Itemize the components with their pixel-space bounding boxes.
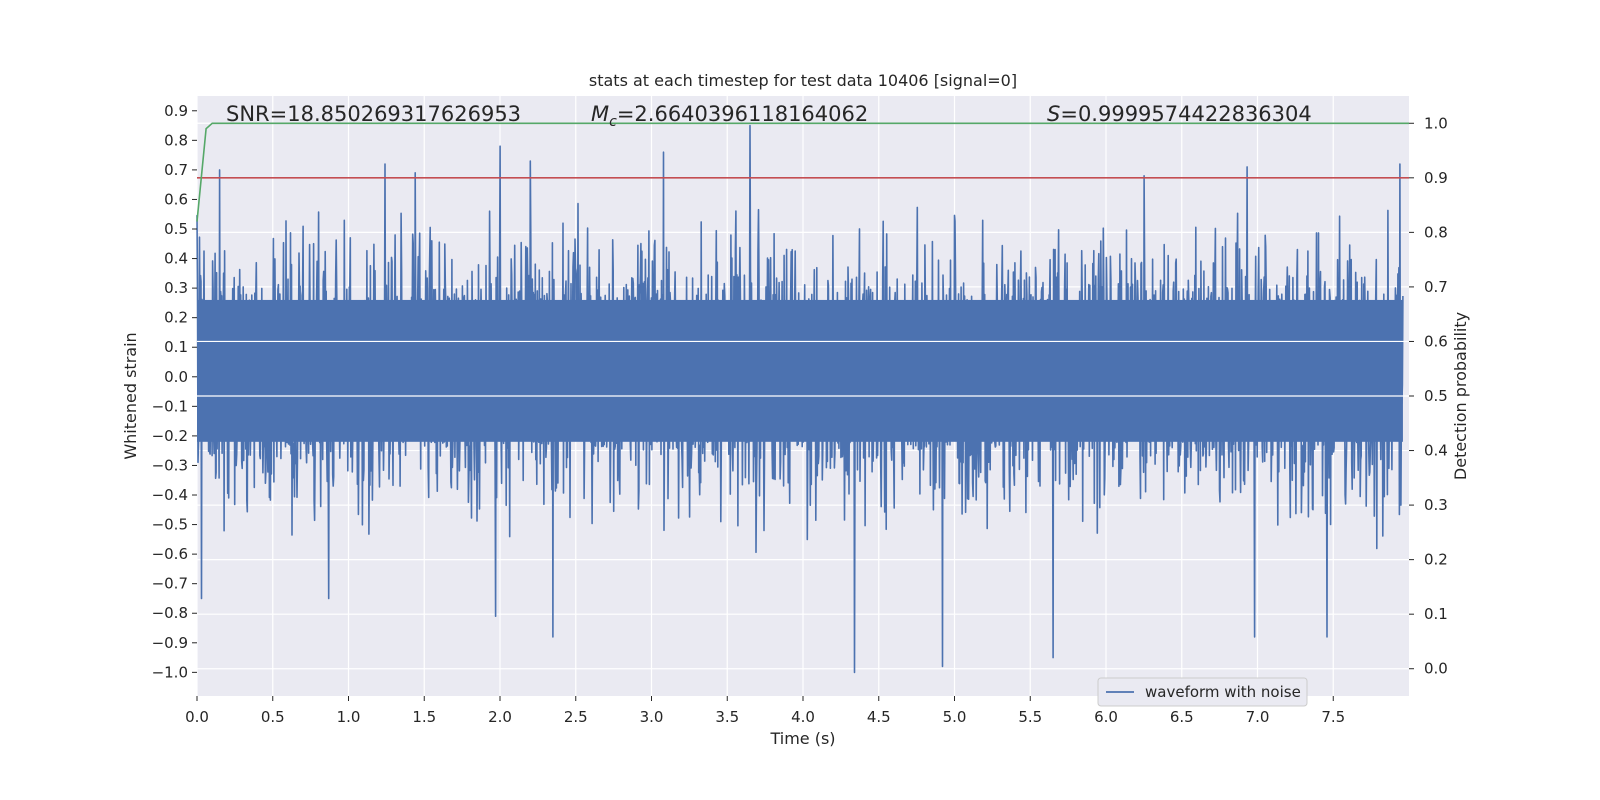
x-tick-label-4: 2.0 bbox=[488, 708, 512, 726]
x-axis-label: Time (s) bbox=[769, 729, 835, 748]
chirp-mass-symbol: M bbox=[591, 102, 609, 126]
y-right-tick-label-6: 0.4 bbox=[1424, 442, 1448, 460]
y-left-tick-label-10: −0.1 bbox=[152, 397, 188, 415]
x-tick-label-6: 3.0 bbox=[640, 708, 664, 726]
y-left-tick-label-18: −0.9 bbox=[152, 634, 188, 652]
y-right-tick-label-10: 0.0 bbox=[1424, 660, 1448, 678]
legend-box bbox=[1097, 677, 1308, 707]
detection-probability-line bbox=[196, 122, 1409, 222]
y-left-tick-label-16: −0.7 bbox=[152, 575, 188, 593]
x-tick-label-9: 4.5 bbox=[867, 708, 891, 726]
y-right-tick-label-8: 0.2 bbox=[1424, 551, 1448, 569]
snr-annotation: SNR=18.850269317626953 bbox=[226, 102, 521, 126]
y-left-axis-label: Whitened strain bbox=[121, 332, 140, 459]
x-tick-label-15: 7.5 bbox=[1321, 708, 1345, 726]
y-left-tick-label-17: −0.8 bbox=[152, 604, 188, 622]
x-tick-label-12: 6.0 bbox=[1094, 708, 1118, 726]
y-left-tick-label-9: 0.0 bbox=[164, 368, 188, 386]
y-left-tick-label-11: −0.2 bbox=[152, 427, 188, 445]
chirp-mass-value: =2.6640396118164062 bbox=[617, 102, 868, 126]
score-symbol: S bbox=[1047, 102, 1060, 126]
chart-title: stats at each timestep for test data 104… bbox=[589, 71, 1017, 90]
y-right-tick-label-0: 1.0 bbox=[1424, 114, 1448, 132]
y-left-tick-label-19: −1.0 bbox=[152, 663, 188, 681]
y-left-tick-label-4: 0.5 bbox=[164, 220, 188, 238]
legend-label-waveform: waveform with noise bbox=[1145, 683, 1301, 701]
y-right-tick-label-2: 0.8 bbox=[1424, 223, 1448, 241]
y-left-tick-label-2: 0.7 bbox=[164, 161, 188, 179]
x-tick-label-11: 5.5 bbox=[1018, 708, 1042, 726]
x-tick-label-5: 2.5 bbox=[564, 708, 588, 726]
x-tick-label-14: 7.0 bbox=[1246, 708, 1270, 726]
legend: waveform with noise bbox=[1097, 677, 1308, 707]
chirp-mass-annotation: Mc=2.6640396118164062 bbox=[591, 102, 868, 130]
y-left-tick-labels: 0.9 0.8 0.7 0.6 0.5 0.4 0.3 0.2 0.1 0.0 −0.1 −0.2 −0… bbox=[152, 102, 197, 681]
y-right-tick-label-5: 0.5 bbox=[1424, 387, 1448, 405]
x-tick-label-0: 0.0 bbox=[185, 708, 209, 726]
y-left-tick-label-1: 0.8 bbox=[164, 131, 188, 149]
y-left-tick-label-0: 0.9 bbox=[164, 102, 188, 120]
x-tick-label-7: 3.5 bbox=[715, 708, 739, 726]
y-right-tick-label-3: 0.7 bbox=[1424, 278, 1448, 296]
x-tick-labels: 0.0 0.5 1.0 1.5 2.0 2.5 3.0 3.5 4.0 4.5 5.0 5.5 6.0 6… bbox=[185, 696, 1345, 726]
score-annotation: S=0.9999574422836304 bbox=[1047, 102, 1312, 126]
x-tick-label-1: 0.5 bbox=[261, 708, 285, 726]
series-probability bbox=[196, 122, 1409, 222]
y-right-axis-label: Detection probability bbox=[1451, 312, 1470, 480]
y-left-tick-label-6: 0.3 bbox=[164, 279, 188, 297]
chirp-mass-subscript: c bbox=[609, 114, 617, 130]
y-left-tick-label-15: −0.6 bbox=[152, 545, 188, 563]
y-left-tick-label-5: 0.4 bbox=[164, 250, 188, 268]
y-right-tick-label-7: 0.3 bbox=[1424, 496, 1448, 514]
x-tick-label-10: 5.0 bbox=[943, 708, 967, 726]
x-tick-label-2: 1.0 bbox=[337, 708, 361, 726]
x-tick-label-3: 1.5 bbox=[412, 708, 436, 726]
y-left-tick-label-13: −0.4 bbox=[152, 486, 188, 504]
y-right-tick-label-1: 0.9 bbox=[1424, 169, 1448, 187]
y-left-tick-label-14: −0.5 bbox=[152, 516, 188, 534]
x-tick-label-13: 6.5 bbox=[1170, 708, 1194, 726]
x-tick-label-8: 4.0 bbox=[791, 708, 815, 726]
y-right-tick-labels: 1.0 0.9 0.8 0.7 0.6 0.5 0.4 0.3 0.2 0.1 0.0 bbox=[1409, 114, 1448, 678]
y-right-tick-label-9: 0.1 bbox=[1424, 605, 1448, 623]
y-left-tick-label-12: −0.3 bbox=[152, 456, 188, 474]
y-left-tick-label-7: 0.2 bbox=[164, 309, 188, 327]
score-value: =0.9999574422836304 bbox=[1060, 102, 1311, 126]
y-left-tick-label-8: 0.1 bbox=[164, 338, 188, 356]
waveform-dense-band bbox=[197, 299, 1403, 442]
series-waveform bbox=[196, 124, 1409, 674]
y-right-tick-label-4: 0.6 bbox=[1424, 332, 1448, 350]
y-left-tick-label-3: 0.6 bbox=[164, 190, 188, 208]
